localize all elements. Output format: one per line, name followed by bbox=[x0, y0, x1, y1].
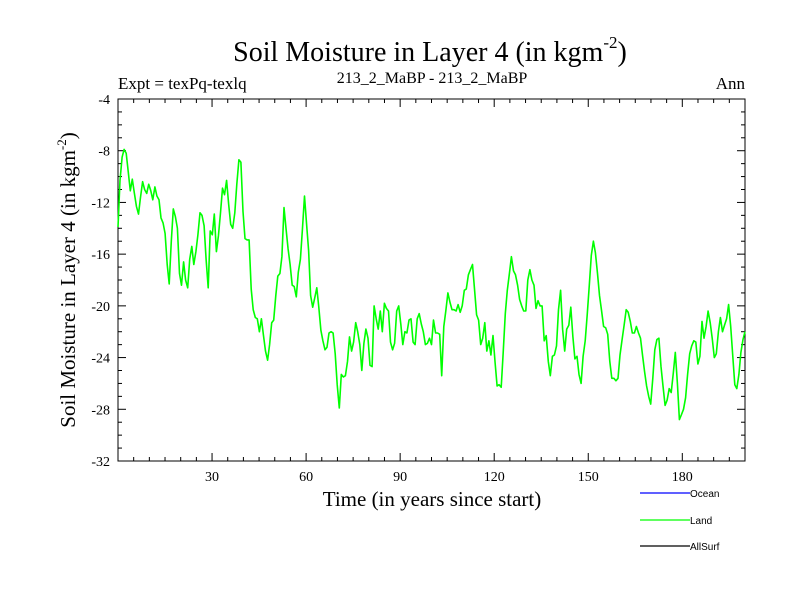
y-tick-label: -8 bbox=[98, 145, 110, 160]
subtitle-season: Ann bbox=[716, 74, 746, 93]
series-layer bbox=[117, 148, 746, 421]
x-axis-label: Time (in years since start) bbox=[323, 487, 542, 511]
y-axis-ticks: -4 -8 -12 -16 -20 -24 -28 -32 bbox=[91, 93, 745, 470]
chart-title: Soil Moisture in Layer 4 (in kgm-2) bbox=[233, 33, 627, 68]
legend-label-land: Land bbox=[690, 516, 712, 527]
y-tick-label: -28 bbox=[91, 403, 110, 418]
x-axis-ticks: 30 60 90 120 150 180 bbox=[133, 99, 730, 485]
chart-title-superscript: -2 bbox=[603, 33, 617, 52]
series-line-land bbox=[117, 148, 746, 421]
y-axis-label: Soil Moisture in Layer 4 (in kgm-2) bbox=[54, 132, 80, 427]
y-axis-label-suffix: ) bbox=[56, 132, 80, 139]
x-tick-label: 120 bbox=[484, 470, 505, 485]
y-tick-label: -16 bbox=[91, 248, 110, 263]
x-tick-label: 90 bbox=[393, 470, 407, 485]
subtitle-period: 213_2_MaBP - 213_2_MaBP bbox=[337, 70, 528, 87]
legend-label-ocean: Ocean bbox=[690, 489, 719, 500]
subtitle-experiment: Expt = texPq-texlq bbox=[118, 74, 247, 93]
x-tick-label: 30 bbox=[205, 470, 219, 485]
y-tick-label: -4 bbox=[98, 93, 110, 108]
y-axis-label-text: Soil Moisture in Layer 4 (in kgm bbox=[56, 150, 80, 428]
y-tick-label: -32 bbox=[91, 455, 110, 470]
legend-label-allsurf: AllSurf bbox=[690, 542, 720, 553]
y-tick-label: -12 bbox=[91, 196, 110, 211]
x-tick-label: 150 bbox=[578, 470, 599, 485]
y-tick-label: -24 bbox=[91, 352, 110, 367]
y-tick-label: -20 bbox=[91, 300, 110, 315]
x-tick-label: 180 bbox=[672, 470, 693, 485]
x-tick-label: 60 bbox=[299, 470, 313, 485]
legend: Ocean Land AllSurf bbox=[640, 489, 720, 553]
plot-frame bbox=[117, 98, 746, 462]
chart-title-text: Soil Moisture in Layer 4 (in kgm bbox=[233, 37, 603, 68]
chart-title-suffix: ) bbox=[618, 37, 627, 68]
y-axis-label-superscript: -2 bbox=[54, 139, 69, 150]
